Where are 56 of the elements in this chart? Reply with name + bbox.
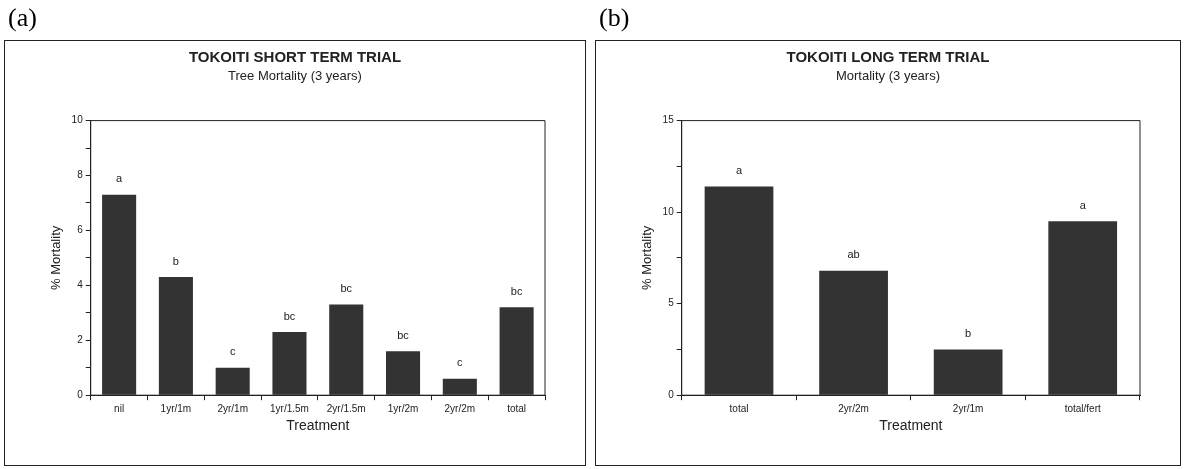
x-tick-label: 2yr/1m (952, 402, 984, 414)
annotation: bc (397, 328, 410, 341)
annotation: ab (847, 248, 860, 261)
y-tick-label: 2 (77, 334, 84, 346)
annotation: bc (283, 309, 296, 322)
y-tick-label: 6 (77, 224, 84, 236)
x-tick-label: 1yr/1.5m (270, 402, 309, 414)
annotation: c (229, 345, 236, 358)
x-axis-title: Treatment (286, 417, 350, 434)
bar (215, 367, 250, 395)
text: (a) (7, 2, 38, 34)
annotation: a (735, 164, 743, 177)
bar (329, 304, 364, 395)
bar (704, 186, 774, 395)
bar (499, 307, 534, 395)
bar (272, 332, 307, 395)
chart-title: TOKOITI LONG TERM TRIAL (786, 48, 990, 66)
x-tick-label: 1yr/1m (160, 402, 192, 414)
x-tick-label: 2yr/1m (217, 402, 248, 414)
y-tick-label: 0 (77, 388, 84, 400)
x-tick-label: 2yr/2m (838, 402, 869, 414)
y-axis-title: % Mortality (639, 225, 655, 291)
annotation: bc (510, 284, 523, 297)
bar (819, 270, 888, 395)
x-tick-label: 1yr/2m (387, 402, 419, 414)
y-tick-label: 10 (71, 114, 84, 126)
annotation: a (1079, 198, 1087, 211)
bar (158, 277, 193, 395)
bar (933, 349, 1003, 395)
annotation: bc (340, 282, 353, 295)
chart-title: TOKOITI SHORT TERM TRIAL (188, 48, 402, 66)
bar (102, 194, 137, 395)
annotation: b (172, 254, 179, 267)
y-tick-label: 5 (668, 297, 675, 309)
y-tick-label: 0 (668, 388, 675, 400)
x-tick-label: 2yr/1.5m (326, 402, 366, 414)
x-tick-label: nil (114, 402, 125, 414)
y-axis-title: % Mortality (48, 225, 64, 291)
annotation: b (965, 326, 972, 339)
x-tick-label: total (729, 402, 749, 414)
y-tick-label: 8 (77, 169, 84, 181)
bar (386, 351, 421, 395)
y-tick-label: 4 (77, 279, 84, 291)
annotation: a (116, 172, 124, 185)
bar (442, 378, 477, 395)
x-tick-label: total (507, 402, 527, 414)
y-tick-label: 15 (662, 114, 675, 126)
chart-subtitle: Mortality (3 years) (835, 68, 941, 84)
annotation: c (457, 356, 464, 369)
x-axis-title: Treatment (879, 417, 943, 434)
y-tick-label: 10 (662, 205, 675, 217)
bar (1048, 221, 1118, 395)
x-tick-label: total/fert (1064, 402, 1101, 414)
x-tick-label: 2yr/2m (444, 402, 476, 414)
text: (b) (598, 2, 631, 34)
chart-subtitle: Tree Mortality (3 years) (228, 68, 362, 84)
